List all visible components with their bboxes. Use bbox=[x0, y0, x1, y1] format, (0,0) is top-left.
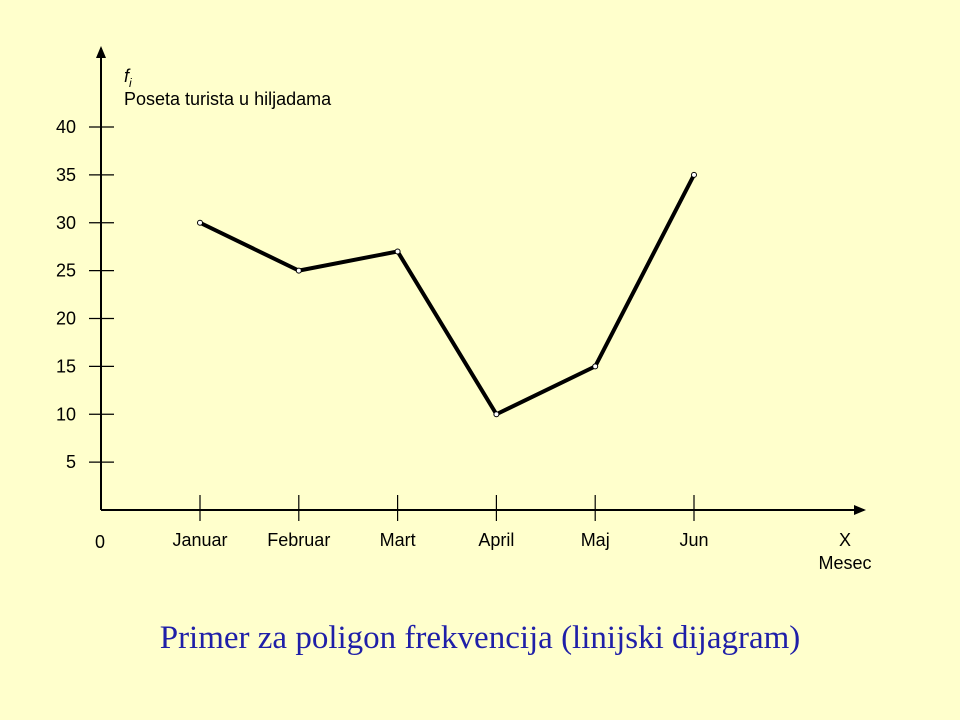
y-tick-label: 25 bbox=[56, 261, 76, 281]
y-tick-label: 15 bbox=[56, 356, 76, 376]
x-tick-label: Mart bbox=[380, 530, 416, 550]
y-tick-label: 40 bbox=[56, 117, 76, 137]
x-axis-label: Mesec bbox=[818, 553, 871, 573]
series-group bbox=[197, 171, 697, 418]
data-point bbox=[493, 411, 500, 418]
x-tick-label: Januar bbox=[172, 530, 227, 550]
y-axis-symbol: fi bbox=[124, 66, 132, 90]
data-point bbox=[592, 363, 599, 370]
line-chart: 5 10 15 20 25 30 35 40 Januar Februar Mart April Ma… bbox=[56, 46, 872, 573]
data-point bbox=[691, 171, 697, 178]
x-axis-symbol: X bbox=[839, 530, 851, 550]
y-tick-label: 20 bbox=[56, 309, 76, 329]
series-line bbox=[199, 173, 696, 417]
x-ticks: Januar Februar Mart April Maj Jun bbox=[172, 495, 709, 550]
origin-label: 0 bbox=[95, 532, 105, 552]
x-tick-label: Jun bbox=[679, 530, 708, 550]
y-tick-label: 30 bbox=[56, 213, 76, 233]
y-axis-label: Poseta turista u hiljadama bbox=[124, 89, 332, 109]
slide-caption: Primer za poligon frekvencija (linijski … bbox=[159, 620, 801, 656]
x-tick-label: Maj bbox=[581, 530, 610, 550]
x-tick-label: Februar bbox=[267, 530, 330, 550]
y-ticks: 5 10 15 20 25 30 35 40 bbox=[56, 117, 114, 472]
x-tick-label: April bbox=[478, 530, 514, 550]
data-point bbox=[295, 267, 302, 274]
y-tick-label: 5 bbox=[66, 452, 76, 472]
y-tick-label: 10 bbox=[56, 404, 76, 424]
data-point bbox=[197, 219, 203, 226]
data-point bbox=[394, 248, 401, 255]
y-tick-label: 35 bbox=[56, 165, 76, 185]
